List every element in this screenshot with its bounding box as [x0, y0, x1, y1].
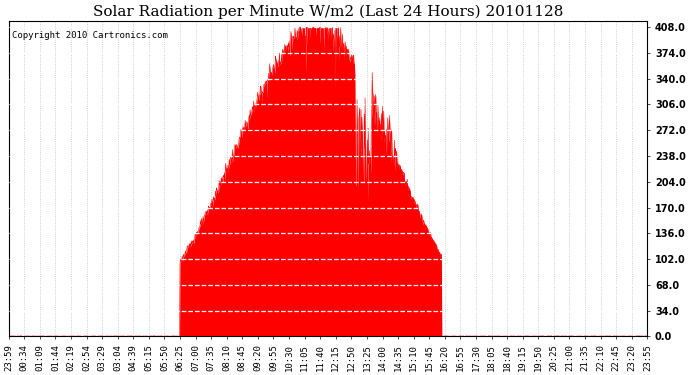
Text: Copyright 2010 Cartronics.com: Copyright 2010 Cartronics.com [12, 31, 168, 40]
Title: Solar Radiation per Minute W/m2 (Last 24 Hours) 20101128: Solar Radiation per Minute W/m2 (Last 24… [93, 4, 563, 18]
